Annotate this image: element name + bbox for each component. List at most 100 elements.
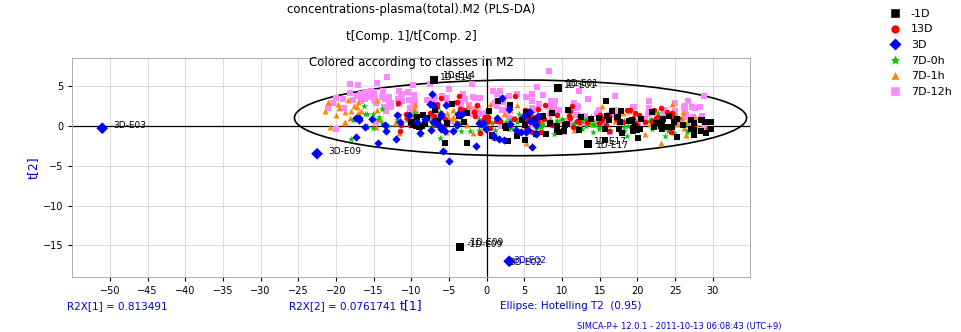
Point	[535, 121, 551, 126]
Point	[472, 95, 487, 101]
Point	[433, 93, 449, 99]
Point	[593, 118, 608, 123]
Point	[684, 124, 700, 129]
Point	[453, 128, 468, 134]
Text: concentrations-plasma(total).M2 (PLS-DA): concentrations-plasma(total).M2 (PLS-DA)	[286, 3, 535, 16]
Point	[630, 112, 646, 118]
X-axis label: t[1]: t[1]	[400, 299, 422, 312]
Point	[453, 100, 468, 105]
Point	[456, 107, 471, 113]
Point	[346, 103, 361, 109]
Point	[381, 95, 396, 100]
Point	[534, 113, 550, 119]
Point	[409, 110, 425, 115]
Text: 1D-E01: 1D-E01	[565, 79, 598, 88]
Point	[601, 114, 616, 119]
Point	[505, 116, 521, 122]
Point	[464, 106, 480, 112]
Point	[414, 112, 430, 117]
Point	[499, 110, 514, 116]
Point	[456, 120, 472, 125]
Point	[426, 77, 441, 82]
Point	[566, 127, 581, 132]
Point	[374, 121, 389, 126]
Point	[643, 110, 658, 115]
Point	[644, 127, 659, 132]
Point	[433, 96, 449, 101]
Point	[559, 121, 575, 126]
Point	[391, 101, 407, 107]
Point	[417, 117, 432, 122]
Point	[611, 119, 627, 124]
Point	[399, 110, 414, 115]
Legend: -1D, 13D, 3D, 7D-0h, 7D-1h, 7D-12h: -1D, 13D, 3D, 7D-0h, 7D-1h, 7D-12h	[883, 9, 950, 97]
Point	[330, 102, 345, 107]
Point	[573, 114, 588, 119]
Point	[577, 117, 592, 122]
Point	[393, 123, 408, 128]
Point	[357, 124, 373, 130]
Point	[610, 113, 626, 118]
Point	[470, 106, 485, 112]
Point	[536, 117, 552, 122]
Point	[682, 126, 698, 132]
Point	[618, 107, 633, 113]
Point	[364, 95, 380, 100]
Point	[355, 94, 370, 99]
Point	[523, 114, 538, 119]
Point	[664, 111, 679, 116]
Point	[667, 108, 682, 113]
Point	[422, 101, 437, 106]
Point	[405, 82, 420, 87]
Point	[447, 100, 462, 105]
Point	[677, 115, 692, 120]
Point	[555, 129, 571, 134]
Point	[405, 115, 420, 120]
Point	[569, 125, 584, 131]
Point	[368, 120, 383, 125]
Point	[674, 115, 689, 121]
Point	[451, 113, 466, 118]
Point	[444, 102, 459, 107]
Point	[611, 127, 627, 132]
Point	[364, 116, 380, 122]
Point	[519, 119, 534, 124]
Point	[445, 114, 460, 120]
Point	[480, 119, 496, 124]
Point	[391, 112, 407, 117]
Point	[411, 124, 427, 130]
Point	[500, 109, 515, 114]
Point	[544, 110, 559, 116]
Point	[432, 135, 448, 141]
Point	[439, 110, 455, 116]
Point	[653, 123, 668, 128]
Point	[401, 113, 416, 118]
Point	[550, 120, 565, 125]
Point	[452, 115, 467, 120]
Point	[629, 135, 645, 140]
Point	[378, 128, 393, 134]
Point	[532, 129, 548, 134]
Point	[520, 127, 535, 133]
Point	[452, 107, 467, 112]
Point	[354, 98, 369, 103]
Point	[454, 111, 469, 117]
Point	[436, 140, 452, 146]
Point	[377, 122, 392, 127]
Point	[407, 104, 422, 109]
Point	[351, 118, 366, 123]
Point	[678, 113, 693, 118]
Point	[577, 114, 592, 119]
Point	[410, 124, 426, 129]
Point	[637, 119, 653, 124]
Point	[639, 112, 654, 117]
Point	[692, 105, 707, 110]
Point	[406, 123, 421, 128]
Point	[404, 120, 419, 125]
Point	[678, 133, 693, 138]
Point	[582, 113, 598, 119]
Point	[505, 117, 521, 122]
Point	[528, 118, 543, 123]
Point	[532, 123, 548, 128]
Point	[589, 111, 604, 117]
